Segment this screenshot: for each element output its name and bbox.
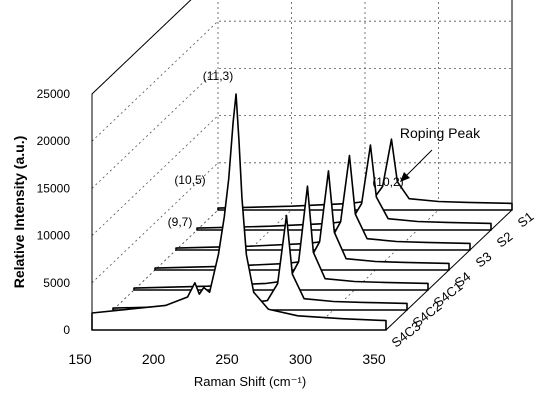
grid-line-y (91, 20, 512, 142)
x-tick-label: 200 (142, 351, 166, 367)
y-tick-label: 0 (63, 323, 70, 337)
x-tick-label: 300 (289, 351, 313, 367)
grid-line-x (165, 0, 292, 331)
series-label-s3: S3 (473, 249, 495, 271)
x-tick-label: 250 (215, 351, 239, 367)
grid-line-y (91, 0, 192, 95)
grid-line-y (91, 68, 512, 189)
annotation-10-5: (10,5) (174, 173, 205, 187)
series-trace-s2 (196, 144, 492, 231)
y-tick-label: 20000 (37, 134, 71, 148)
y-axis-label: Relative Intensity (a.u.) (11, 136, 27, 288)
back-frame (91, 0, 513, 330)
y-tick-label: 25000 (37, 87, 71, 101)
series-trace-s4c3 (91, 93, 387, 331)
y-tick-label: 10000 (37, 229, 71, 243)
x-axis-label: Raman Shift (cm⁻¹) (194, 374, 306, 389)
x-tick-label: 150 (68, 351, 92, 367)
series-label-s1: S1 (515, 209, 537, 231)
y-tick-label: 5000 (43, 276, 70, 290)
annotation-9-7: (9,7) (168, 215, 193, 229)
series-label-s2: S2 (494, 229, 516, 251)
roping-peak-arrow (400, 149, 433, 182)
grid-line-x (91, 0, 219, 331)
grid-line-x (238, 0, 366, 331)
y-tick-label: 15000 (37, 181, 71, 195)
annotation-roping-peak: Roping Peak (400, 125, 481, 141)
x-tick-label: 350 (362, 351, 386, 367)
y-axis-label-group: Relative Intensity (a.u.) (11, 136, 27, 288)
series-trace-s3 (175, 154, 471, 251)
annotation-11-3: (11,3) (203, 69, 233, 83)
grid-line-y (91, 115, 512, 236)
grid-line-x (312, 0, 439, 331)
annotation-10-2: (10,2) (372, 175, 403, 189)
grid-line-x (385, 0, 513, 331)
series-traces (91, 93, 513, 331)
series-trace-s1 (217, 138, 513, 211)
